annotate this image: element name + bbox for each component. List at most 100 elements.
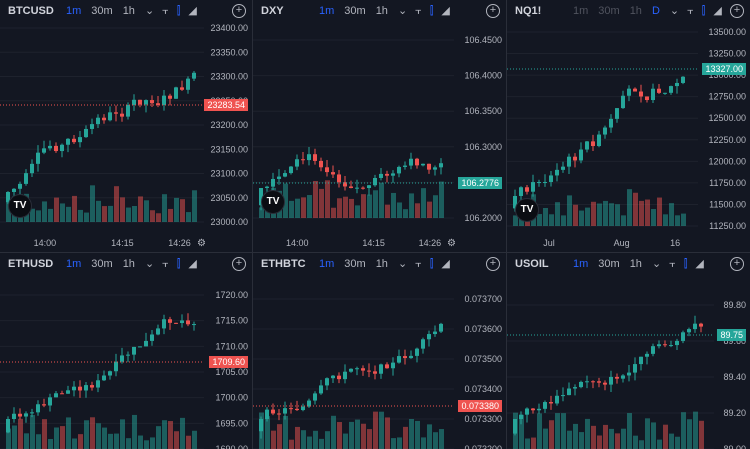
add-icon[interactable]: + xyxy=(730,257,744,271)
timeframe-30m[interactable]: 30m xyxy=(91,258,113,270)
timeframe-30m[interactable]: 30m xyxy=(598,258,620,270)
price-chart[interactable]: 0.073700 0.073600 0.073500 0.073400 0.073300… xyxy=(253,275,506,449)
candle xyxy=(537,408,541,411)
candle xyxy=(313,393,317,401)
time-tick-label: 14:00 xyxy=(34,238,57,248)
chevron-down-icon[interactable]: ⌄ xyxy=(144,4,155,17)
candles-icon[interactable]: ⫿ xyxy=(429,257,434,270)
volume-bar xyxy=(373,411,378,449)
timeframe-1h[interactable]: 1h xyxy=(122,5,135,17)
panel-divider[interactable] xyxy=(252,0,253,449)
panel-divider[interactable] xyxy=(0,252,750,253)
candle xyxy=(669,345,673,347)
timeframe-30m[interactable]: 30m xyxy=(598,5,620,17)
area-icon[interactable]: ◢ xyxy=(441,4,450,17)
candle xyxy=(657,88,661,93)
chart-panel-dxy[interactable]: DXY 1m 30m 1h ⌄ ⫟ ⫿ ◢ +106.4500 106.4000 106.3500 1… xyxy=(253,0,506,252)
timeframe-1h[interactable]: 1h xyxy=(122,258,135,270)
tradingview-logo[interactable]: TV xyxy=(8,194,32,218)
volume-bar xyxy=(531,437,536,449)
gear-icon[interactable]: ⚙ xyxy=(447,238,456,249)
price-chart[interactable]: 13500.00 13250.00 13000.00 12750.00 12500.00… xyxy=(507,22,750,252)
candles-icon[interactable]: ⫿ xyxy=(429,4,434,17)
candle xyxy=(379,173,383,178)
chart-panel-usoil[interactable]: USOIL 1m 30m 1h ⌄ ⫟ ⫿ ◢ +89.80 89.60 89.40 89.20 89.… xyxy=(507,253,750,449)
timeframe-30m[interactable]: 30m xyxy=(91,5,113,17)
panel-divider[interactable] xyxy=(506,0,507,449)
timeframe-1m[interactable]: 1m xyxy=(319,5,335,17)
timeframe-1m[interactable]: 1m xyxy=(66,5,82,17)
chart-panel-btcusd[interactable]: BTCUSD 1m 30m 1h ⌄ ⫟ ⫿ ◢ +23400.00 23350.00 23300.… xyxy=(0,0,252,252)
price-chart[interactable]: 23400.0023350.0023300.0023250.0023200.00… xyxy=(0,22,252,252)
price-chart[interactable]: 1720.00 1715.00 1710.00 1705.00 1700.00 1695.… xyxy=(0,275,252,449)
volume-bar xyxy=(633,192,638,226)
indicators-icon[interactable]: ⫟ xyxy=(162,257,169,270)
timeframe-1m[interactable]: 1m xyxy=(573,258,589,270)
symbol-label[interactable]: DXY xyxy=(261,5,284,17)
chevron-down-icon[interactable]: ⌄ xyxy=(397,257,408,270)
timeframe-1h[interactable]: 1h xyxy=(629,258,642,270)
timeframe-1m[interactable]: 1m xyxy=(319,258,335,270)
symbol-label[interactable]: BTCUSD xyxy=(8,5,54,17)
add-icon[interactable]: + xyxy=(730,4,744,18)
symbol-label[interactable]: ETHUSD xyxy=(8,258,54,270)
indicators-icon[interactable]: ⫟ xyxy=(162,4,169,17)
candle xyxy=(138,346,142,348)
gear-icon[interactable]: ⚙ xyxy=(197,238,206,249)
timeframe-1h[interactable]: 1h xyxy=(375,258,388,270)
candle xyxy=(289,166,293,174)
candles-icon[interactable]: ⫿ xyxy=(683,257,688,270)
candles-icon[interactable]: ⫿ xyxy=(701,4,706,17)
candle xyxy=(621,375,625,379)
chart-panel-ethusd[interactable]: ETHUSD 1m 30m 1h ⌄ ⫟ ⫿ ◢ +1720.00 1715.00 1710.00 1… xyxy=(0,253,252,449)
timeframe-1h[interactable]: 1h xyxy=(375,5,388,17)
volume-bar xyxy=(271,430,276,449)
volume-bar xyxy=(162,420,167,449)
area-icon[interactable]: ◢ xyxy=(441,257,450,270)
candle xyxy=(313,154,317,161)
area-icon[interactable]: ◢ xyxy=(188,257,197,270)
add-icon[interactable]: + xyxy=(232,4,246,18)
candles-icon[interactable]: ⫿ xyxy=(176,4,181,17)
chart-panel-ethbtc[interactable]: ETHBTC 1m 30m 1h ⌄ ⫟ ⫿ ◢ +0.073700 0.073600 0.0735… xyxy=(253,253,506,449)
indicators-icon[interactable]: ⫟ xyxy=(415,257,422,270)
area-icon[interactable]: ◢ xyxy=(713,4,722,17)
price-chart[interactable]: 89.80 89.60 89.40 89.20 89.00 xyxy=(507,275,750,449)
add-icon[interactable]: + xyxy=(486,257,500,271)
tradingview-logo[interactable]: TV xyxy=(261,190,285,214)
timeframe-1h[interactable]: 1h xyxy=(629,5,642,17)
indicators-icon[interactable]: ⫟ xyxy=(669,257,676,270)
chart-panel-nq1[interactable]: NQ1! 1m 30m 1h D ⌄ ⫟ ⫿ ◢ +13500.00 13250.00 13000.0… xyxy=(507,0,750,252)
add-icon[interactable]: + xyxy=(232,257,246,271)
add-icon[interactable]: + xyxy=(486,4,500,18)
timeframe-30m[interactable]: 30m xyxy=(344,5,366,17)
chevron-down-icon[interactable]: ⌄ xyxy=(144,257,155,270)
price-tick-label: 1690.00 xyxy=(215,444,248,449)
chevron-down-icon[interactable]: ⌄ xyxy=(397,4,408,17)
timeframe-1m[interactable]: 1m xyxy=(573,5,589,17)
price-tick-label: 106.4000 xyxy=(464,71,502,81)
candle xyxy=(343,182,347,187)
last-price-tag: 23283.54 xyxy=(204,99,248,111)
tradingview-logo[interactable]: TV xyxy=(515,198,539,222)
candle xyxy=(72,138,76,143)
chevron-down-icon[interactable]: ⌄ xyxy=(651,257,662,270)
symbol-label[interactable]: USOIL xyxy=(515,258,549,270)
volume-bar xyxy=(120,197,125,222)
timeframe-30m[interactable]: 30m xyxy=(344,258,366,270)
symbol-label[interactable]: ETHBTC xyxy=(261,258,306,270)
indicators-icon[interactable]: ⫟ xyxy=(415,4,422,17)
candles-icon[interactable]: ⫿ xyxy=(176,257,181,270)
chevron-down-icon[interactable]: ⌄ xyxy=(669,4,680,17)
price-chart[interactable]: 106.4500106.4000106.3500106.3000106.2500… xyxy=(253,22,506,252)
area-icon[interactable]: ◢ xyxy=(695,257,704,270)
candle xyxy=(66,138,70,145)
timeframe-D[interactable]: D xyxy=(651,5,660,17)
symbol-label[interactable]: NQ1! xyxy=(515,5,542,17)
volume-bar xyxy=(24,433,29,449)
timeframe-1m[interactable]: 1m xyxy=(66,258,82,270)
candle xyxy=(90,385,94,388)
volume-bar xyxy=(687,419,692,449)
area-icon[interactable]: ◢ xyxy=(188,4,197,17)
indicators-icon[interactable]: ⫟ xyxy=(687,4,694,17)
